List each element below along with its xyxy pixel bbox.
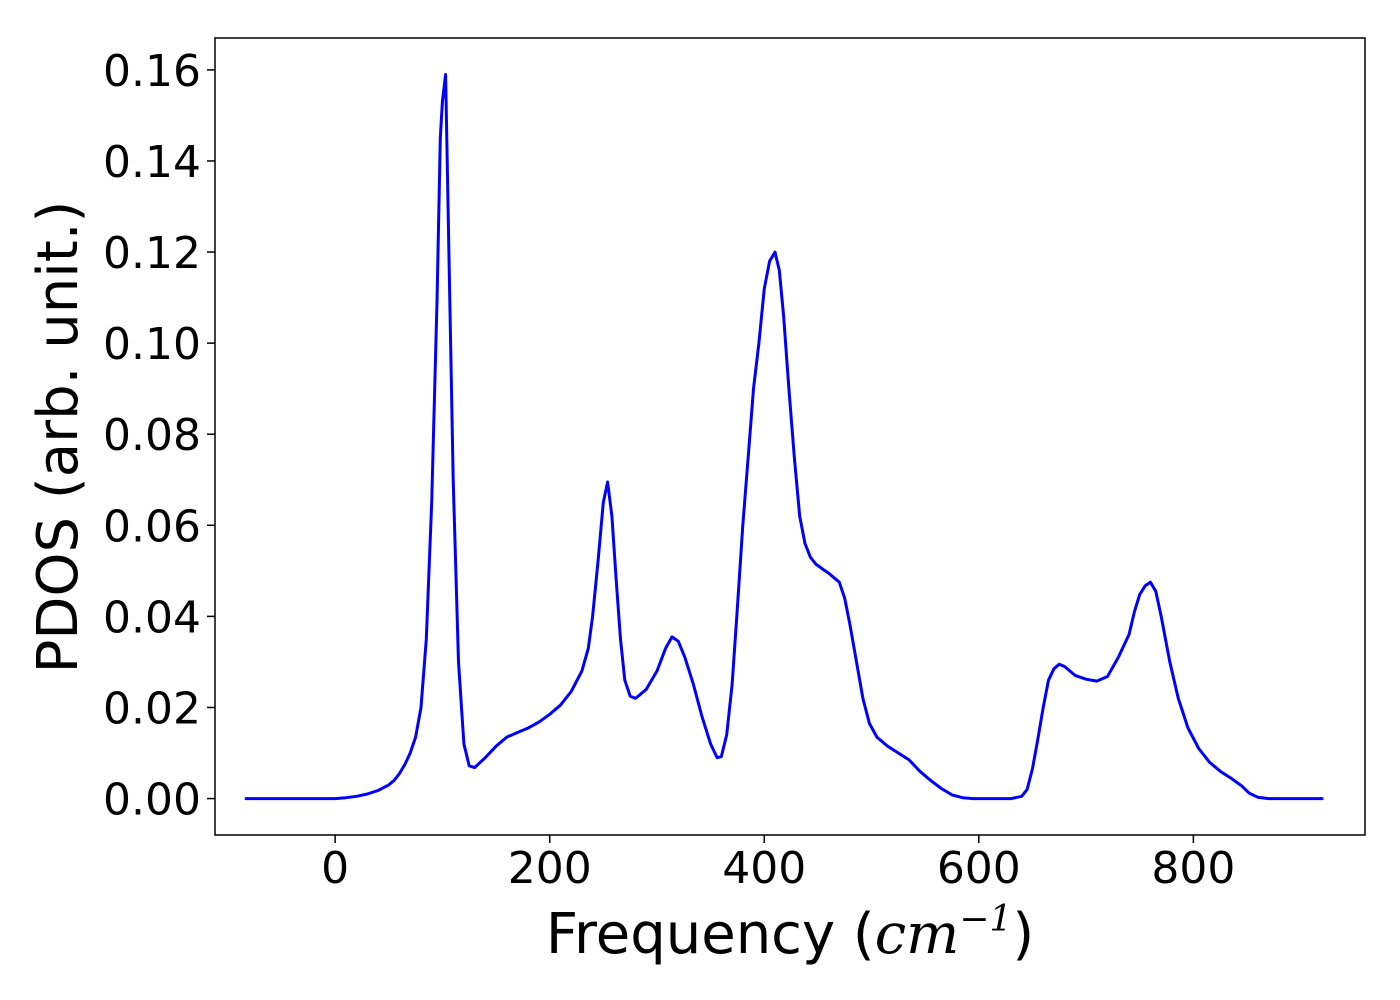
plot-frame [214, 37, 1366, 836]
y-tick-label: 0.02 [103, 683, 201, 734]
y-tick-label: 0.14 [103, 137, 201, 188]
y-tick-label: 0.12 [103, 228, 201, 279]
x-axis-ticks: 0 200 400 600 800 [321, 835, 1235, 894]
x-tick-label: 400 [722, 843, 806, 894]
y-tick-label: 0.04 [103, 592, 201, 643]
pdos-series-line [244, 72, 1324, 801]
y-tick-label: 0.08 [103, 410, 201, 461]
x-tick-label: 0 [321, 843, 349, 894]
x-tick-label: 800 [1151, 843, 1235, 894]
y-axis-ticks: 0.00 0.02 0.04 0.06 0.08 0.10 0.12 0.14 0.16 [103, 46, 215, 826]
y-tick-label: 0.06 [103, 501, 201, 552]
y-tick-label: 0.16 [103, 46, 201, 97]
y-tick-label: 0.10 [103, 319, 201, 370]
x-tick-label: 200 [508, 843, 592, 894]
x-axis-label: Frequency (cm−1) [546, 899, 1034, 967]
x-tick-label: 600 [937, 843, 1021, 894]
y-axis-label: PDOS (arb. unit.) [26, 201, 91, 674]
y-tick-label: 0.00 [103, 775, 201, 826]
